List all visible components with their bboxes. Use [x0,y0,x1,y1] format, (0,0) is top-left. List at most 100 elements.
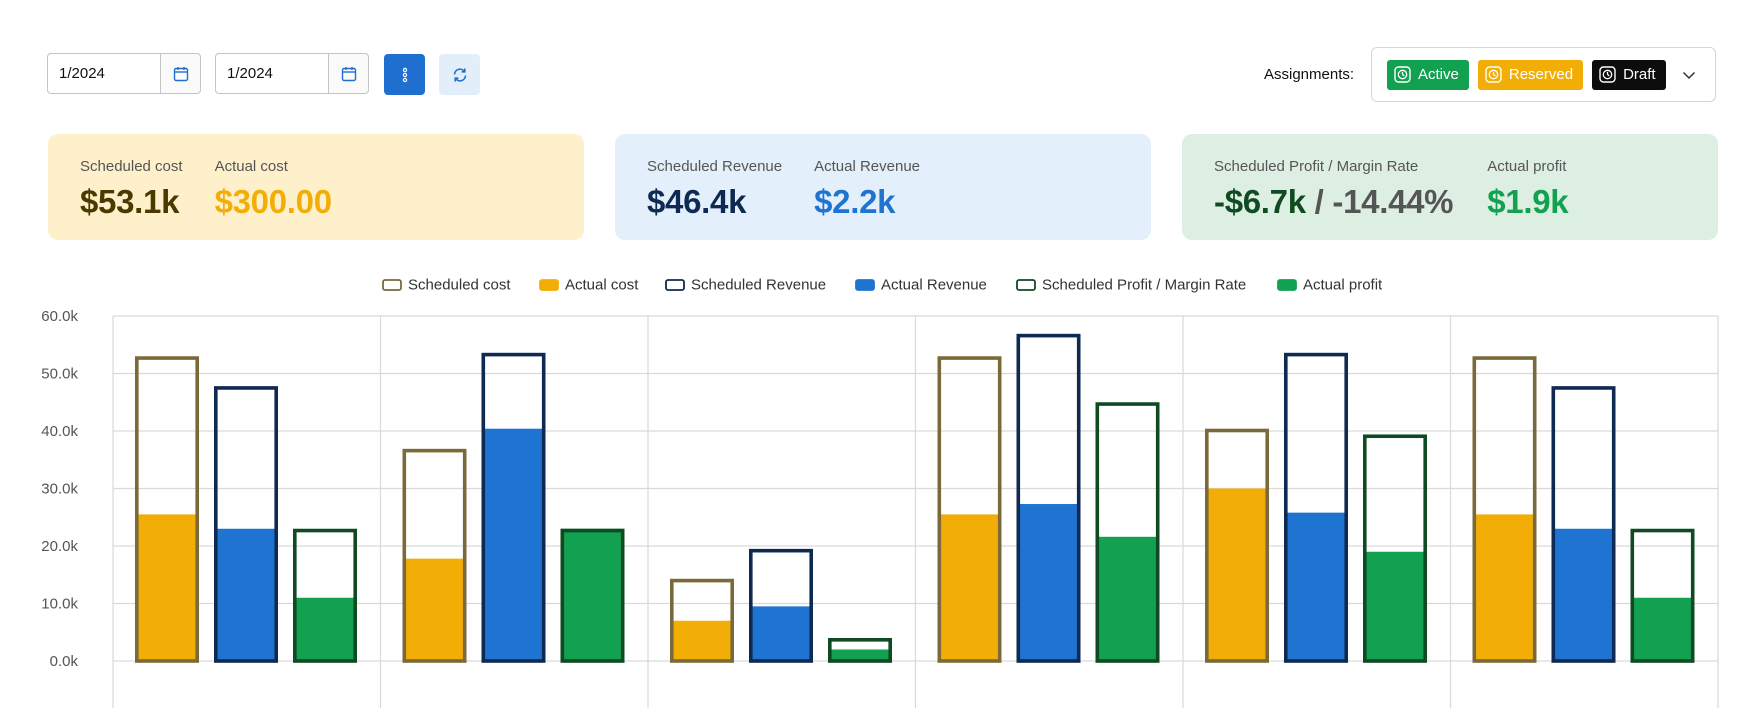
cost-actual-bar [937,514,1002,661]
cost-actual-bar [1205,488,1269,661]
calendar-icon [173,66,188,81]
rev-scheduled-bar [1284,352,1349,663]
y-tick-label: 40.0k [41,423,78,440]
actual-revenue-value: $2.2k [814,183,896,220]
legend-swatch [665,279,685,291]
scheduled-cost-label: Scheduled cost [80,158,183,175]
actual-profit-metric: Actual profit $1.9k [1487,158,1568,240]
scheduled-profit-metric: Scheduled Profit / Margin Rate -$6.7k / … [1214,158,1454,240]
cost-scheduled-bar [1472,356,1537,663]
cost-actual-bar [135,514,199,661]
rev-scheduled-bar [214,386,279,663]
profit-actual-bar [1095,536,1160,661]
profit-scheduled-bar [292,528,357,663]
end-date-picker[interactable]: 1/2024 [215,53,369,96]
actual-revenue-label: Actual Revenue [814,158,921,175]
rev-actual-bar [481,428,546,661]
toolbar: 1/2024 1/2024 [47,53,494,96]
actual-cost-value: $300.00 [214,183,332,220]
cost-scheduled-bar [1205,428,1270,663]
actual-revenue-metric: Actual Revenue $2.2k [814,158,920,240]
cost-scheduled-bar [669,578,734,663]
profit-separator: / [1314,183,1324,220]
tag-draft[interactable]: Draft [1592,59,1666,90]
cost-actual-bar [1472,514,1537,661]
profit-scheduled-bar [1630,528,1695,663]
actual-profit-value: $1.9k [1487,183,1569,220]
scheduled-revenue-value: $46.4k [647,183,747,220]
start-date-input[interactable]: 1/2024 [47,53,160,94]
scheduled-cost-metric: Scheduled cost $53.1k [80,158,183,240]
tag-draft-label: Draft [1623,66,1656,83]
tag-reserved[interactable]: Reserved [1477,59,1584,90]
scheduled-revenue-label: Scheduled Revenue [647,158,783,175]
refresh-button[interactable] [439,54,480,95]
start-date-calendar-button[interactable] [160,53,201,94]
rev-scheduled-bar [748,548,813,663]
cost-scheduled-bar [135,356,200,663]
profit-actual-bar [828,649,892,661]
cost-actual-bar [670,620,734,661]
y-tick-label: 50.0k [41,366,78,383]
legend-label: Actual Revenue [881,277,987,294]
tag-reserved-label: Reserved [1508,66,1574,83]
tag-active-label: Active [1418,66,1459,83]
legend-label: Scheduled cost [408,277,511,294]
actual-cost-label: Actual cost [214,158,288,175]
profit-summary-card: Scheduled Profit / Margin Rate -$6.7k / … [1182,134,1718,240]
legend-label: Scheduled Revenue [691,277,826,294]
actual-profit-label: Actual profit [1487,158,1567,175]
profit-actual-bar [560,528,625,661]
legend-label: Actual profit [1303,277,1383,294]
legend-label: Actual cost [565,277,639,294]
status-icon [1599,66,1616,83]
cost-actual-bar [402,558,467,661]
profit-scheduled-bar [560,528,625,663]
cost-scheduled-bar [937,356,1002,663]
actual-cost-metric: Actual cost $300.00 [215,158,332,240]
rev-actual-bar [1284,512,1348,661]
rev-scheduled-bar [1016,333,1081,663]
end-date-input[interactable]: 1/2024 [215,53,328,94]
scheduled-profit-value: -$6.7k [1214,183,1306,220]
tag-active[interactable]: Active [1387,59,1469,90]
legend-swatch [855,279,875,291]
y-tick-label: 0.0k [50,653,79,670]
calendar-icon [341,66,356,81]
legend-swatch [539,279,559,291]
status-icon [1485,66,1502,83]
scheduled-profit-row: -$6.7k / -14.44% [1214,183,1454,221]
revenue-summary-card: Scheduled Revenue $46.4k Actual Revenue … [615,134,1151,240]
profit-scheduled-bar [827,637,892,663]
start-date-picker[interactable]: 1/2024 [47,53,201,96]
rev-actual-bar [749,606,813,661]
rev-scheduled-bar [1551,386,1616,663]
cost-scheduled-bar [402,448,467,663]
legend-swatch [382,279,402,291]
legend-swatch [1016,279,1036,291]
scheduled-cost-value: $53.1k [80,183,180,220]
chevron-down-icon[interactable] [1681,67,1697,83]
cost-summary-card: Scheduled cost $53.1k Actual cost $300.0… [48,134,584,240]
profit-scheduled-bar [1363,434,1428,663]
y-tick-label: 10.0k [41,596,78,613]
y-tick-label: 60.0k [41,308,78,325]
profit-scheduled-bar [1095,402,1160,663]
end-date-calendar-button[interactable] [328,53,369,94]
rev-scheduled-bar [481,352,546,663]
profit-actual-bar [1363,551,1427,661]
legend-label: Scheduled Profit / Margin Rate [1042,277,1246,294]
profit-actual-bar [293,597,357,661]
refresh-icon [453,67,466,82]
rev-actual-bar [214,528,278,661]
profit-actual-bar [1630,597,1695,661]
rev-actual-bar [1551,528,1616,661]
more-options-button[interactable] [384,54,425,95]
rev-actual-bar [1016,504,1081,661]
cost-revenue-profit-chart: 0.0k 10.0k 20.0k 30.0k 40.0k 50.0k 60.0k Schedu… [41,277,1719,708]
status-icon [1394,66,1411,83]
assignments-select[interactable]: Active Reserved Draft [1371,47,1716,102]
scheduled-revenue-metric: Scheduled Revenue $46.4k [647,158,782,240]
more-vertical-icon [402,67,407,82]
legend-swatch [1277,279,1297,291]
